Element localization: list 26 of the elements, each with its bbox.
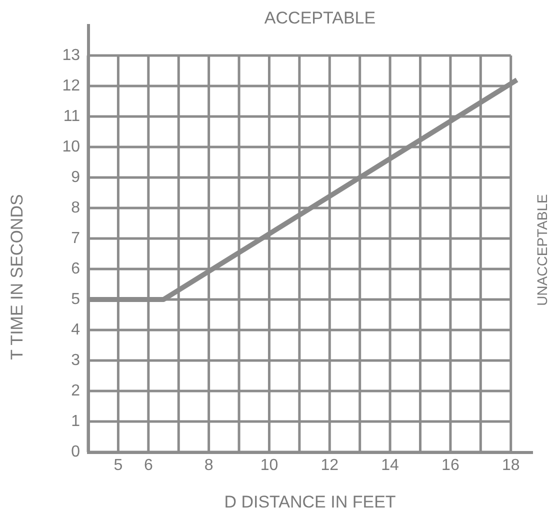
x-tick-label: 16: [442, 457, 460, 474]
x-tick-label: 18: [502, 457, 520, 474]
x-tick-label: 14: [381, 457, 400, 474]
y-tick-label: 7: [71, 230, 80, 247]
y-tick-label: 12: [62, 77, 80, 94]
y-tick-label: 1: [71, 412, 80, 430]
x-tick-label: 6: [144, 457, 153, 474]
y-tick-label: 9: [71, 168, 80, 186]
y-tick-label: 11: [63, 108, 80, 125]
y-tick-label: 10: [62, 138, 80, 156]
x-axis-title: D DISTANCE IN FEET: [224, 492, 396, 512]
y-axis-title: T TIME IN SECONDS: [8, 194, 27, 360]
y-tick-label: 3: [71, 352, 80, 369]
x-tick-label: 8: [204, 457, 214, 474]
y-tick-label: 6: [71, 260, 80, 278]
text: UNACCEPTABLE: [534, 194, 550, 306]
x-tick-label: 10: [260, 457, 278, 474]
x-tick-label: 5: [114, 457, 123, 474]
y-tick-label: 4: [71, 321, 80, 338]
y-tick-label: 2: [71, 382, 80, 400]
x-tick-label: 12: [320, 457, 339, 474]
y-tick-label: 8: [71, 199, 80, 216]
y-tick-label: 13: [62, 46, 80, 64]
y-tick-label: 0: [71, 443, 80, 460]
y-tick-label: 5: [71, 290, 80, 308]
annotation: ACCEPTABLE: [264, 8, 376, 28]
